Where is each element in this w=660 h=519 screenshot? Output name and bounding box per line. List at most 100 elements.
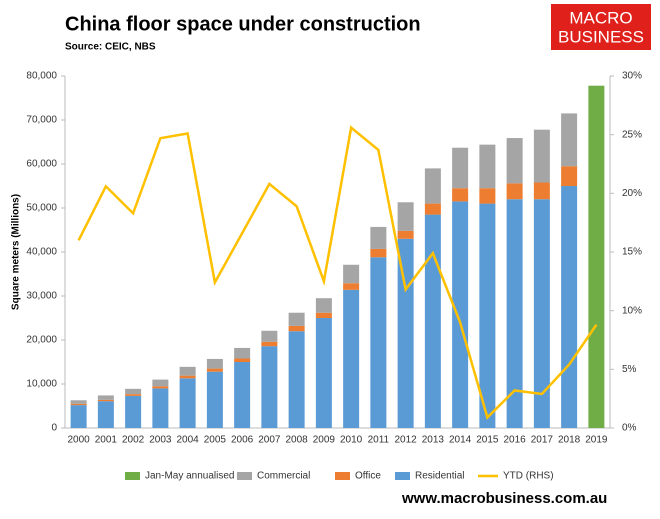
- bar-segment: [315, 318, 332, 428]
- x-tick-label: 2017: [531, 435, 554, 446]
- bar-segment: [206, 368, 223, 372]
- y2-tick-label: 5%: [622, 364, 637, 375]
- legend-label: Residential: [415, 471, 464, 482]
- bar-segment: [370, 226, 387, 249]
- bar-segment: [261, 341, 278, 347]
- bar-segment: [97, 401, 114, 428]
- bar-segment: [234, 358, 251, 362]
- bar-segment: [452, 147, 469, 189]
- legend-label: Commercial: [257, 471, 310, 482]
- legend-swatch: [237, 472, 252, 480]
- x-tick-label: 2016: [504, 435, 527, 446]
- bar-segment: [125, 395, 142, 428]
- legend-label: Office: [355, 471, 381, 482]
- x-tick-label: 2019: [585, 435, 608, 446]
- bar-segment: [70, 400, 87, 404]
- bar-segment: [424, 214, 441, 428]
- y-tick-label: 80,000: [26, 71, 57, 82]
- bar-segment: [70, 403, 87, 406]
- legend-label: Jan-May annualised: [145, 471, 235, 482]
- bar-segment: [343, 289, 360, 428]
- bar-segment: [125, 388, 142, 395]
- bar-segment: [506, 138, 523, 184]
- bar-segment: [234, 347, 251, 359]
- bar-segment: [261, 330, 278, 342]
- logo-box: [551, 4, 651, 50]
- bar-segment: [206, 371, 223, 428]
- x-tick-label: 2018: [558, 435, 581, 446]
- bar-segment: [533, 129, 550, 183]
- bar-segment: [70, 405, 87, 428]
- x-tick-label: 2014: [449, 435, 472, 446]
- bar-segment: [588, 85, 605, 429]
- bar-segment: [452, 188, 469, 202]
- bar-segment: [234, 362, 251, 428]
- y2-tick-label: 20%: [622, 188, 642, 199]
- bar-segment: [288, 331, 305, 428]
- y2-tick-label: 10%: [622, 305, 642, 316]
- bar-segment: [206, 358, 223, 369]
- bar-segment: [125, 394, 142, 396]
- bar-segment: [343, 283, 360, 290]
- y2-tick-label: 0%: [622, 423, 637, 434]
- y2-tick-label: 30%: [622, 71, 642, 82]
- x-tick-label: 2001: [95, 435, 118, 446]
- bar-segment: [261, 346, 278, 428]
- bar-segment: [479, 144, 496, 189]
- chart-title: China floor space under construction: [65, 13, 421, 35]
- bar-segment: [288, 312, 305, 326]
- bar-segment: [533, 182, 550, 200]
- x-tick-label: 2006: [231, 435, 254, 446]
- legend-swatch: [395, 472, 410, 480]
- bar-segment: [479, 203, 496, 428]
- x-tick-label: 2000: [68, 435, 91, 446]
- bar-segment: [315, 312, 332, 318]
- bar-segment: [561, 186, 578, 428]
- bar-segment: [424, 168, 441, 204]
- bar-segment: [343, 264, 360, 284]
- bar-segment: [152, 388, 169, 428]
- y-tick-label: 50,000: [26, 203, 57, 214]
- bar-segment: [97, 395, 114, 400]
- line-series: [77, 125, 598, 420]
- bar-segment: [179, 366, 196, 376]
- legend-label: YTD (RHS): [503, 471, 554, 482]
- legend-swatch: [335, 472, 350, 480]
- x-tick-label: 2008: [286, 435, 309, 446]
- bar-segment: [152, 379, 169, 387]
- footer: www.macrobusiness.com.au: [401, 490, 607, 507]
- x-tick-label: 2004: [177, 435, 200, 446]
- x-tick-label: 2012: [395, 435, 418, 446]
- bar-segment: [370, 248, 387, 258]
- bar-segment: [533, 199, 550, 428]
- bar-segment: [288, 325, 305, 332]
- bar-segment: [561, 166, 578, 186]
- y-tick-label: 70,000: [26, 115, 57, 126]
- x-tick-label: 2003: [149, 435, 172, 446]
- bar-segment: [506, 183, 523, 200]
- bar-segment: [152, 386, 169, 389]
- logo-text: BUSINESS: [558, 27, 644, 46]
- bar-segment: [315, 298, 332, 313]
- bar-segment: [370, 257, 387, 428]
- x-tick-label: 2007: [258, 435, 281, 446]
- y2-tick-label: 15%: [622, 247, 642, 258]
- y2-tick-label: 25%: [622, 129, 642, 140]
- y-axis-label: Square meters (Millions): [11, 194, 22, 310]
- bar-segment: [424, 203, 441, 215]
- x-tick-label: 2010: [340, 435, 363, 446]
- chart-subtitle: Source: CEIC, NBS: [65, 42, 156, 53]
- bar-segment: [179, 378, 196, 428]
- x-tick-label: 2011: [368, 435, 390, 446]
- logo-text: MACRO: [569, 8, 632, 27]
- y-tick-label: 0: [51, 423, 57, 434]
- y-tick-label: 60,000: [26, 159, 57, 170]
- bar-segment: [452, 201, 469, 428]
- legend-swatch: [125, 472, 140, 480]
- bar-segment: [397, 230, 414, 239]
- bar-segment: [179, 375, 196, 379]
- x-tick-label: 2002: [122, 435, 145, 446]
- x-tick-label: 2009: [313, 435, 336, 446]
- x-tick-label: 2013: [422, 435, 445, 446]
